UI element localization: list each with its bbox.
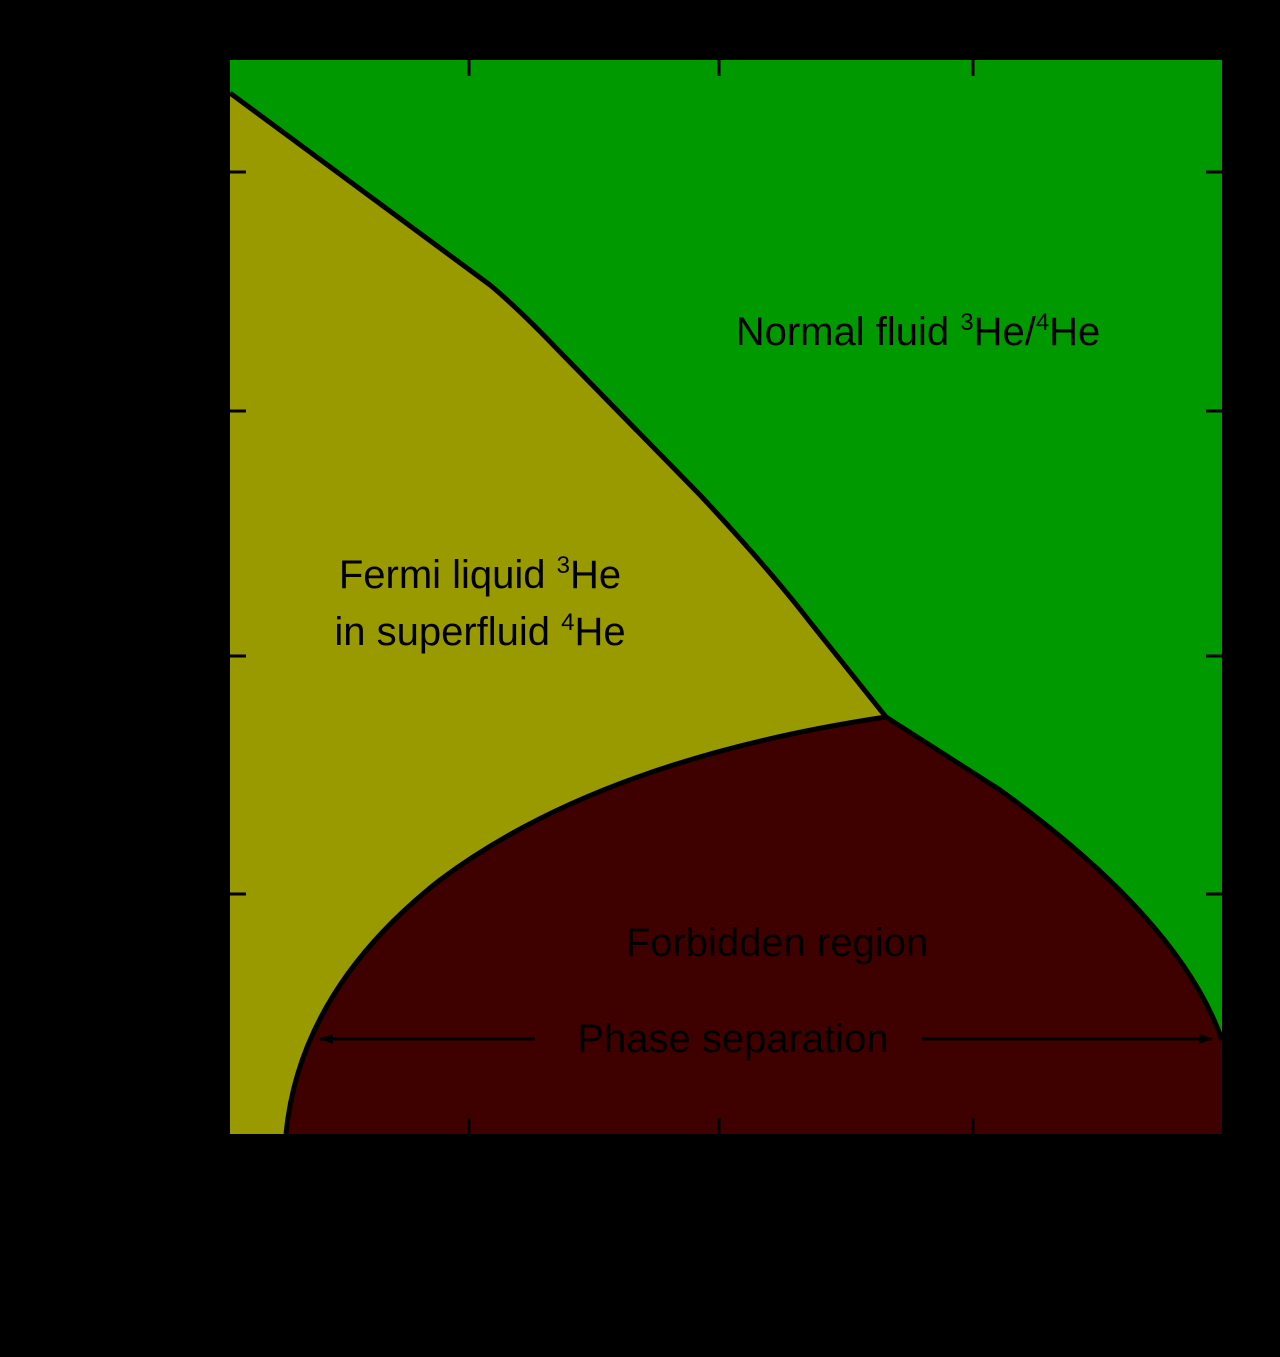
forbidden-region-label: Forbidden region — [626, 921, 928, 965]
fermi-liquid-label-line1: Fermi liquid 3He — [339, 552, 621, 597]
fermi-liquid-label-line2: in superfluid 4He — [334, 609, 625, 654]
phase-separation-boundary — [283, 714, 1225, 1135]
lambda-line — [228, 90, 888, 719]
x-axis-ticks — [467, 60, 975, 1134]
y-axis-ticks — [230, 170, 1222, 896]
normal-fluid-label: Normal fluid 3He/4He — [736, 309, 1101, 354]
fermi-liquid-region — [230, 93, 886, 1134]
forbidden-region — [286, 717, 1222, 1134]
phase-separation-label: Phase separation — [577, 1017, 888, 1061]
